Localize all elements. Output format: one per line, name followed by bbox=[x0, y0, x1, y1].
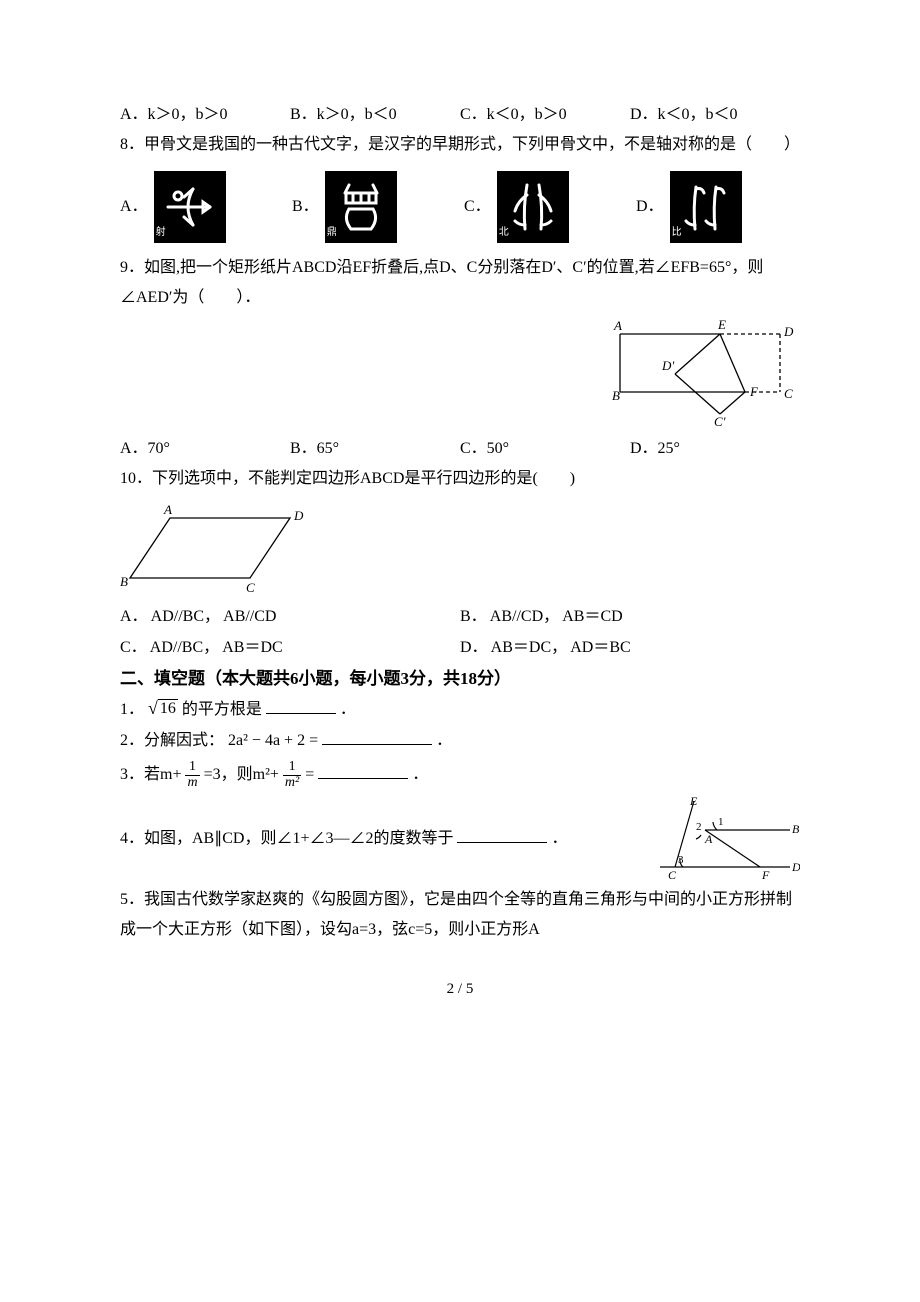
q8-cap-b: 鼎 bbox=[327, 223, 337, 242]
svg-text:F: F bbox=[761, 868, 770, 882]
q10-opt-c: C． AD//BC， AB＝DC bbox=[120, 633, 460, 663]
svg-text:3: 3 bbox=[678, 854, 684, 866]
q10-opt-d: D． AB＝DC， AD＝BC bbox=[460, 633, 800, 663]
f1-end: ． bbox=[340, 701, 356, 718]
fill-2: 2．分解因式： 2a² − 4a + 2 = ． bbox=[120, 726, 800, 756]
section2-title: 二、填空题（本大题共6小题，每小题3分，共18分） bbox=[120, 663, 800, 695]
q10-options-row1: A． AD//BC， AB//CD B． AB//CD， AB＝CD bbox=[120, 602, 800, 632]
f3-mid1: =3，则m²+ bbox=[204, 766, 279, 783]
sqrt-icon: √16 bbox=[148, 699, 178, 718]
svg-text:1: 1 bbox=[718, 816, 724, 828]
svg-text:B: B bbox=[792, 822, 800, 836]
q10-opt-a: A． AD//BC， AB//CD bbox=[120, 602, 460, 632]
f4-end: ． bbox=[551, 830, 567, 847]
q9-opt-c: C．50° bbox=[460, 434, 630, 464]
svg-text:A: A bbox=[163, 502, 172, 517]
q10-opt-b: B． AB//CD， AB＝CD bbox=[460, 602, 800, 632]
q8-img-d: 比 bbox=[670, 171, 742, 243]
q9-figure: A E D B F C D' C' bbox=[600, 314, 800, 434]
q7-opt-c: C．k＜0，b＞0 bbox=[460, 100, 630, 130]
f3-frac1: 1 m bbox=[185, 760, 199, 790]
f4-text: 4．如图，AB∥CD，则∠1+∠3—∠2的度数等于 bbox=[120, 830, 457, 847]
q8-img-a: 射 bbox=[154, 171, 226, 243]
q8-label-a: A． bbox=[120, 192, 148, 222]
f1-sqrt-body: 16 bbox=[158, 699, 178, 718]
q7-opt-d: D．k＜0，b＜0 bbox=[630, 100, 800, 130]
q8-label-c: C． bbox=[464, 192, 491, 222]
q7-opt-a: A．k＞0，b＞0 bbox=[120, 100, 290, 130]
fill-3: 3．若m+ 1 m =3，则m²+ 1 m² = ． bbox=[120, 756, 800, 794]
f2-expr: 2a² − 4a + 2 = bbox=[228, 732, 318, 749]
f3-end: ． bbox=[412, 766, 428, 783]
svg-text:A: A bbox=[613, 318, 622, 333]
q9-block: 9．如图,把一个矩形纸片ABCD沿EF折叠后,点D、C分别落在D′、C′的位置,… bbox=[120, 253, 800, 314]
f3-mid2: = bbox=[305, 766, 314, 783]
svg-text:A: A bbox=[704, 832, 713, 846]
q10-figure: A D C B bbox=[120, 498, 800, 598]
svg-text:B: B bbox=[120, 574, 128, 589]
q8-options: A． 射 B． bbox=[120, 171, 800, 243]
f3-frac2: 1 m² bbox=[283, 760, 301, 790]
svg-text:E: E bbox=[689, 795, 698, 808]
f2-prefix: 2．分解因式： bbox=[120, 732, 224, 749]
q8-cap-d: 比 bbox=[672, 223, 682, 242]
svg-text:D: D bbox=[791, 860, 800, 874]
svg-text:2: 2 bbox=[696, 821, 702, 833]
page-number: 2 / 5 bbox=[120, 975, 800, 1004]
q8-label-d: D． bbox=[636, 192, 664, 222]
fill-4: 4．如图，AB∥CD，则∠1+∠3—∠2的度数等于 ． E A B bbox=[120, 795, 800, 885]
f1-blank bbox=[266, 697, 336, 715]
f2-blank bbox=[322, 727, 432, 745]
q8-stem: 8．甲骨文是我国的一种古代文字，是汉字的早期形式，下列甲骨文中，不是轴对称的是（… bbox=[120, 130, 800, 160]
q9-opt-b: B．65° bbox=[290, 434, 460, 464]
f1-prefix: 1． bbox=[120, 701, 144, 718]
q7-options: A．k＞0，b＞0 B．k＞0，b＜0 C．k＜0，b＞0 D．k＜0，b＜0 bbox=[120, 100, 800, 130]
fill-1: 1． √16 的平方根是 ． bbox=[120, 695, 800, 725]
svg-text:B: B bbox=[612, 388, 620, 403]
q7-opt-b: B．k＞0，b＜0 bbox=[290, 100, 460, 130]
q10-stem: 10．下列选项中，不能判定四边形ABCD是平行四边形的是( ) bbox=[120, 464, 800, 494]
q10-options-row2: C． AD//BC， AB＝DC D． AB＝DC， AD＝BC bbox=[120, 633, 800, 663]
svg-text:F: F bbox=[749, 384, 759, 399]
svg-text:C': C' bbox=[714, 414, 726, 429]
svg-text:D: D bbox=[783, 324, 794, 339]
svg-text:D: D bbox=[293, 508, 304, 523]
f1-suffix: 的平方根是 bbox=[182, 701, 262, 718]
q9-opt-a: A．70° bbox=[120, 434, 290, 464]
svg-text:E: E bbox=[717, 317, 726, 332]
q9-opt-d: D．25° bbox=[630, 434, 800, 464]
f3-prefix: 3．若m+ bbox=[120, 766, 181, 783]
svg-text:C: C bbox=[784, 386, 793, 401]
f4-figure: E A B C F D 1 2 3 bbox=[650, 795, 800, 885]
f2-end: ． bbox=[436, 732, 452, 749]
f4-blank bbox=[457, 826, 547, 844]
q8-label-b: B． bbox=[292, 192, 319, 222]
q9-options: A．70° B．65° C．50° D．25° bbox=[120, 434, 800, 464]
svg-text:C: C bbox=[246, 580, 255, 595]
f3-blank bbox=[318, 762, 408, 780]
svg-text:D': D' bbox=[661, 358, 674, 373]
q8-cap-c: 北 bbox=[499, 223, 509, 242]
svg-text:C: C bbox=[668, 868, 677, 882]
q8-cap-a: 射 bbox=[156, 223, 166, 242]
q8-img-c: 北 bbox=[497, 171, 569, 243]
q9-stem: 9．如图,把一个矩形纸片ABCD沿EF折叠后,点D、C分别落在D′、C′的位置,… bbox=[120, 259, 763, 306]
q8-img-b: 鼎 bbox=[325, 171, 397, 243]
fill-5: 5．我国古代数学家赵爽的《勾股圆方图》，它是由四个全等的直角三角形与中间的小正方… bbox=[120, 885, 800, 946]
